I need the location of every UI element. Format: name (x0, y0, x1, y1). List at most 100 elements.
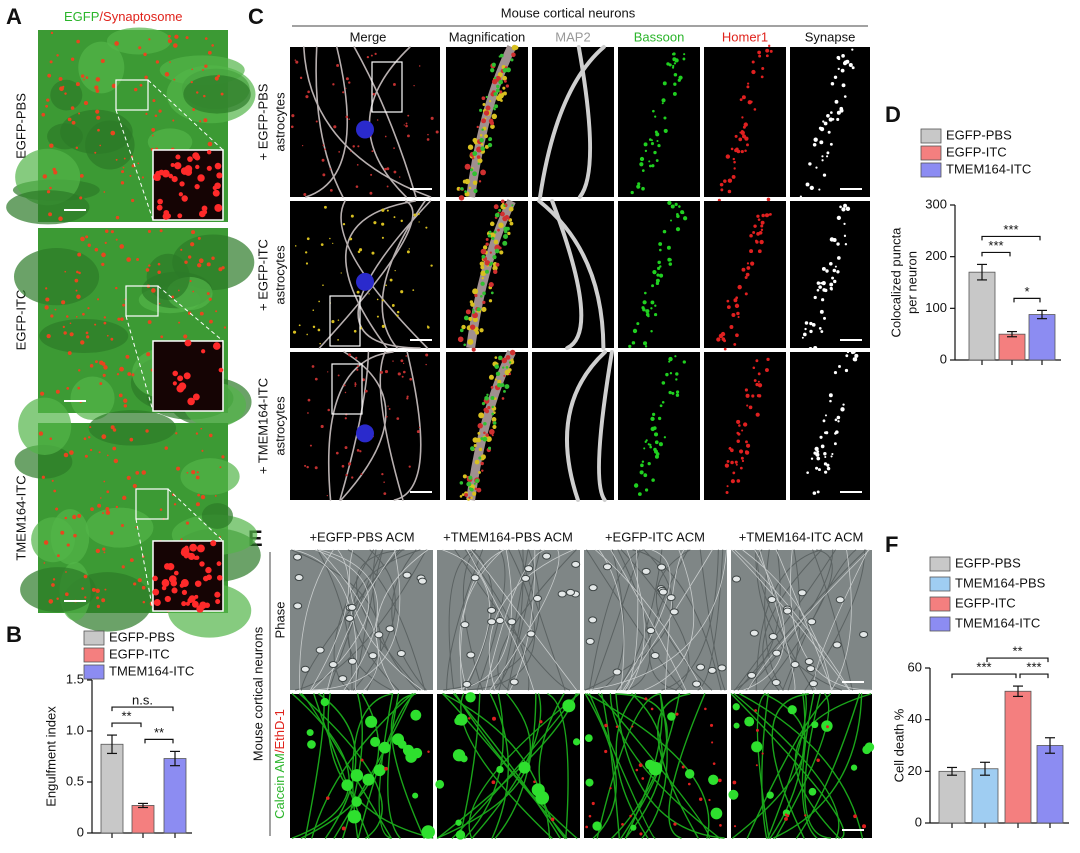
puncta (173, 78, 176, 81)
puncta (765, 48, 770, 53)
puncta (604, 749, 608, 754)
puncta (729, 448, 734, 453)
puncta (819, 127, 825, 132)
puncta (650, 707, 654, 711)
puncta (733, 722, 740, 729)
neurite (378, 693, 394, 839)
puncta (187, 156, 193, 162)
puncta (661, 102, 664, 105)
puncta (147, 229, 152, 233)
puncta (659, 273, 664, 278)
puncta (84, 454, 88, 458)
significance-bracket (111, 706, 174, 712)
puncta (480, 294, 483, 298)
puncta (821, 280, 826, 286)
puncta (636, 322, 640, 326)
puncta (95, 360, 98, 364)
puncta (154, 114, 158, 117)
puncta (51, 583, 55, 587)
puncta (356, 365, 360, 368)
puncta (214, 591, 221, 598)
puncta (481, 402, 486, 406)
neurite (584, 693, 617, 839)
neurite (699, 549, 726, 691)
neurite (326, 549, 397, 691)
puncta (676, 390, 680, 394)
puncta (768, 44, 771, 48)
puncta (137, 578, 142, 583)
puncta (823, 452, 827, 456)
puncta (189, 280, 192, 283)
puncta (217, 74, 221, 78)
puncta (499, 92, 504, 98)
puncta (206, 292, 210, 296)
puncta (200, 494, 206, 500)
puncta (214, 76, 219, 81)
puncta (85, 331, 89, 335)
puncta (205, 566, 212, 574)
puncta (327, 408, 330, 412)
puncta (820, 444, 825, 449)
puncta (837, 67, 840, 70)
puncta (102, 547, 106, 551)
neurite (357, 693, 416, 839)
cell-body (466, 651, 476, 659)
puncta (497, 228, 500, 232)
puncta (496, 765, 504, 774)
neurite (340, 200, 429, 349)
puncta (864, 742, 875, 752)
puncta (152, 588, 160, 596)
puncta (651, 478, 655, 482)
micrographs (6, 27, 875, 840)
puncta (381, 473, 384, 476)
neurite (339, 351, 370, 501)
cell (39, 318, 129, 353)
puncta (218, 267, 223, 272)
puncta (194, 580, 202, 588)
puncta (379, 370, 383, 374)
puncta (344, 417, 347, 420)
puncta (472, 437, 479, 443)
puncta (738, 137, 743, 142)
puncta (850, 350, 855, 355)
puncta (498, 355, 503, 361)
puncta (171, 295, 175, 299)
puncta (96, 604, 101, 609)
puncta (112, 428, 117, 432)
puncta (104, 241, 107, 244)
puncta (588, 814, 592, 818)
puncta (174, 162, 182, 170)
puncta (658, 242, 663, 246)
puncta (406, 250, 410, 254)
puncta (492, 265, 498, 271)
significance-label: * (1024, 284, 1029, 299)
puncta (426, 138, 430, 141)
puncta (829, 286, 833, 291)
puncta (459, 481, 464, 485)
puncta (42, 174, 48, 179)
puncta (457, 336, 464, 343)
puncta (663, 436, 667, 439)
puncta (649, 445, 652, 449)
cell (147, 128, 193, 156)
puncta (472, 491, 477, 496)
puncta (657, 266, 661, 270)
puncta (347, 809, 362, 824)
puncta (40, 391, 45, 396)
puncta (650, 139, 653, 142)
puncta (716, 337, 721, 342)
puncta (585, 778, 594, 787)
puncta (751, 69, 756, 75)
y-axis-label: Engulfment index (43, 706, 58, 807)
puncta (118, 393, 123, 398)
puncta (159, 508, 163, 511)
puncta (120, 523, 124, 528)
puncta (75, 289, 78, 292)
side-label: Mouse cortical neurons (250, 626, 265, 761)
puncta (348, 81, 351, 84)
puncta (126, 257, 131, 262)
puncta (846, 350, 850, 354)
neurite (588, 693, 656, 839)
puncta (491, 236, 495, 240)
puncta (115, 158, 118, 161)
